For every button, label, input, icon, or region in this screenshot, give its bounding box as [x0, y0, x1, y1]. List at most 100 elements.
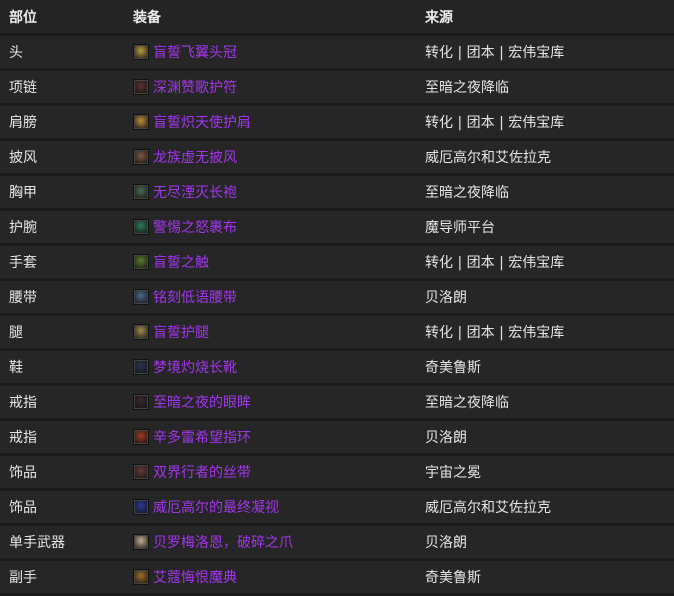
cloak-icon[interactable] [133, 149, 149, 165]
table-row: 腿 盲誓护腿 转化 | 团本 | 宏伟宝库 [0, 314, 674, 351]
slot-cell: 肩膀 [0, 104, 124, 141]
necklace-icon[interactable] [133, 79, 149, 95]
table-row: 胸甲 无尽湮灭长袍 至暗之夜降临 [0, 174, 674, 211]
slot-cell: 护腕 [0, 209, 124, 246]
item-cell: 盲誓护腿 [124, 314, 416, 351]
slot-cell: 腿 [0, 314, 124, 351]
source-cell: 奇美鲁斯 [416, 349, 674, 386]
source-cell: 魔导师平台 [416, 209, 674, 246]
bracer-icon[interactable] [133, 219, 149, 235]
belt-icon[interactable] [133, 289, 149, 305]
item-cell: 辛多雷希望指环 [124, 419, 416, 456]
header-source: 来源 [416, 0, 674, 36]
table-header: 部位 装备 来源 [0, 0, 674, 36]
source-cell: 贝洛朗 [416, 524, 674, 561]
source-cell: 转化 | 团本 | 宏伟宝库 [416, 244, 674, 281]
table-row: 披风 龙族虚无披风 威厄高尔和艾佐拉克 [0, 139, 674, 176]
source-cell: 威厄高尔和艾佐拉克 [416, 489, 674, 526]
slot-cell: 戒指 [0, 419, 124, 456]
item-cell: 深渊赞歌护符 [124, 69, 416, 106]
source-cell: 至暗之夜降临 [416, 174, 674, 211]
item-cell: 警惕之怒裹布 [124, 209, 416, 246]
item-link[interactable]: 盲誓之触 [153, 255, 209, 271]
source-cell: 贝洛朗 [416, 279, 674, 316]
legs-icon[interactable] [133, 324, 149, 340]
item-link[interactable]: 铭刻低语腰带 [153, 290, 237, 306]
table-row: 戒指 辛多雷希望指环 贝洛朗 [0, 419, 674, 456]
item-cell: 盲誓之触 [124, 244, 416, 281]
item-link[interactable]: 辛多雷希望指环 [153, 430, 251, 446]
item-link[interactable]: 无尽湮灭长袍 [153, 185, 237, 201]
table-row: 饰品 双界行者的丝带 宇宙之冕 [0, 454, 674, 491]
table-row: 腰带 铭刻低语腰带 贝洛朗 [0, 279, 674, 316]
item-link[interactable]: 贝罗梅洛恩，破碎之爪 [153, 535, 293, 551]
item-cell: 梦境灼烧长靴 [124, 349, 416, 386]
source-cell: 转化 | 团本 | 宏伟宝库 [416, 104, 674, 141]
weapon-icon[interactable] [133, 534, 149, 550]
source-cell: 贝洛朗 [416, 419, 674, 456]
item-link[interactable]: 艾蔻悔恨魔典 [153, 570, 237, 586]
table-row: 副手 艾蔻悔恨魔典 奇美鲁斯 [0, 559, 674, 596]
item-link[interactable]: 盲誓护腿 [153, 325, 209, 341]
trinket-icon[interactable] [133, 499, 149, 515]
slot-cell: 头 [0, 34, 124, 71]
table-row: 肩膀 盲誓炽天使护肩 转化 | 团本 | 宏伟宝库 [0, 104, 674, 141]
boots-icon[interactable] [133, 359, 149, 375]
slot-cell: 饰品 [0, 489, 124, 526]
table-row: 单手武器 贝罗梅洛恩，破碎之爪 贝洛朗 [0, 524, 674, 561]
table-row: 戒指 至暗之夜的眼眸 至暗之夜降临 [0, 384, 674, 421]
slot-cell: 戒指 [0, 384, 124, 421]
source-cell: 威厄高尔和艾佐拉克 [416, 139, 674, 176]
item-cell: 至暗之夜的眼眸 [124, 384, 416, 421]
item-cell: 贝罗梅洛恩，破碎之爪 [124, 524, 416, 561]
helm-icon[interactable] [133, 44, 149, 60]
item-link[interactable]: 警惕之怒裹布 [153, 220, 237, 236]
source-cell: 宇宙之冕 [416, 454, 674, 491]
chest-icon[interactable] [133, 184, 149, 200]
trinket-icon[interactable] [133, 464, 149, 480]
gloves-icon[interactable] [133, 254, 149, 270]
item-cell: 双界行者的丝带 [124, 454, 416, 491]
item-link[interactable]: 盲誓炽天使护肩 [153, 115, 251, 131]
item-link[interactable]: 威厄高尔的最终凝视 [153, 500, 279, 516]
item-cell: 威厄高尔的最终凝视 [124, 489, 416, 526]
item-link[interactable]: 梦境灼烧长靴 [153, 360, 237, 376]
table-row: 头 盲誓飞翼头冠 转化 | 团本 | 宏伟宝库 [0, 34, 674, 71]
item-cell: 盲誓炽天使护肩 [124, 104, 416, 141]
table-row: 饰品 威厄高尔的最终凝视 威厄高尔和艾佐拉克 [0, 489, 674, 526]
source-cell: 转化 | 团本 | 宏伟宝库 [416, 34, 674, 71]
source-cell: 至暗之夜降临 [416, 69, 674, 106]
slot-cell: 胸甲 [0, 174, 124, 211]
ring-icon[interactable] [133, 394, 149, 410]
table-row: 鞋 梦境灼烧长靴 奇美鲁斯 [0, 349, 674, 386]
table-row: 项链 深渊赞歌护符 至暗之夜降临 [0, 69, 674, 106]
slot-cell: 饰品 [0, 454, 124, 491]
item-link[interactable]: 龙族虚无披风 [153, 150, 237, 166]
ring-icon[interactable] [133, 429, 149, 445]
item-cell: 艾蔻悔恨魔典 [124, 559, 416, 596]
item-cell: 盲誓飞翼头冠 [124, 34, 416, 71]
source-cell: 奇美鲁斯 [416, 559, 674, 596]
slot-cell: 鞋 [0, 349, 124, 386]
item-link[interactable]: 深渊赞歌护符 [153, 80, 237, 96]
slot-cell: 手套 [0, 244, 124, 281]
table-row: 护腕 警惕之怒裹布 魔导师平台 [0, 209, 674, 246]
slot-cell: 项链 [0, 69, 124, 106]
slot-cell: 副手 [0, 559, 124, 596]
slot-cell: 披风 [0, 139, 124, 176]
slot-cell: 腰带 [0, 279, 124, 316]
item-link[interactable]: 盲誓飞翼头冠 [153, 45, 237, 61]
slot-cell: 单手武器 [0, 524, 124, 561]
source-cell: 至暗之夜降临 [416, 384, 674, 421]
item-link[interactable]: 双界行者的丝带 [153, 465, 251, 481]
offhand-icon[interactable] [133, 569, 149, 585]
item-link[interactable]: 至暗之夜的眼眸 [153, 395, 251, 411]
item-cell: 无尽湮灭长袍 [124, 174, 416, 211]
header-item: 装备 [124, 0, 416, 36]
table-row: 手套 盲誓之触 转化 | 团本 | 宏伟宝库 [0, 244, 674, 281]
header-slot: 部位 [0, 0, 124, 36]
shoulder-icon[interactable] [133, 114, 149, 130]
source-cell: 转化 | 团本 | 宏伟宝库 [416, 314, 674, 351]
item-cell: 龙族虚无披风 [124, 139, 416, 176]
